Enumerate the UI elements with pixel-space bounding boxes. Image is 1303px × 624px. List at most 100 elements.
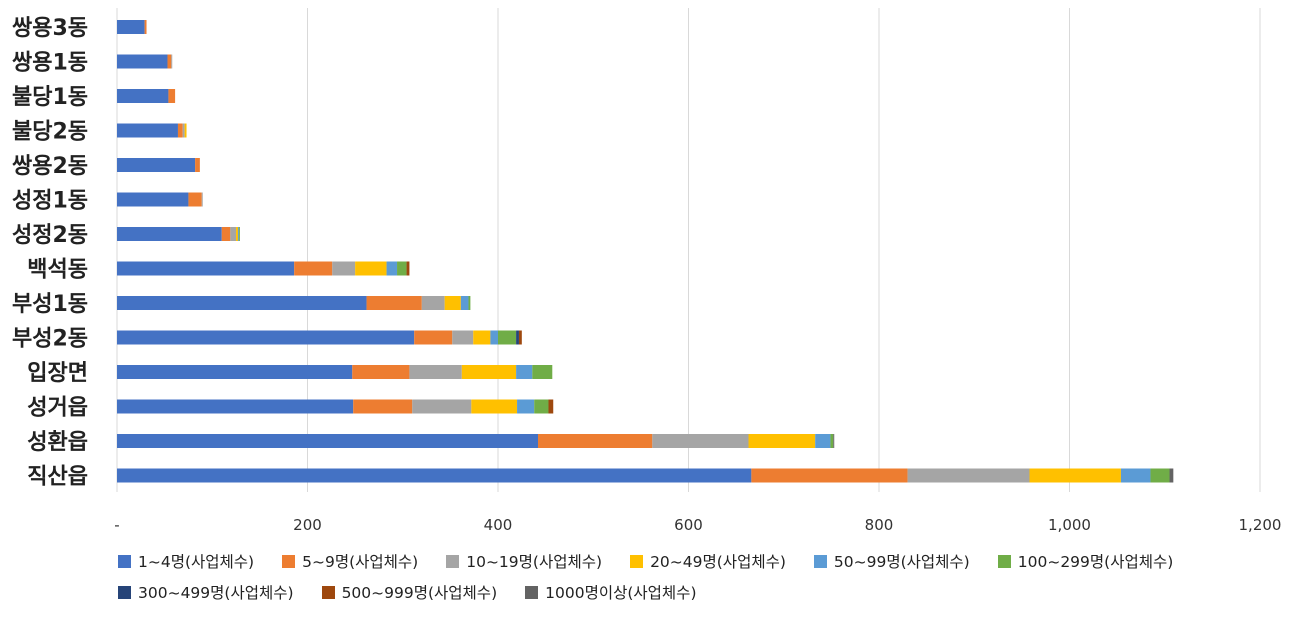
legend-swatch <box>997 554 1011 568</box>
category-label: 직산읍 <box>27 465 88 490</box>
legend-swatch <box>446 554 460 568</box>
bar-segment <box>353 399 413 414</box>
bar-segment <box>518 330 522 345</box>
category-label: 쌍용3동 <box>12 16 88 41</box>
bar-segment <box>421 296 445 310</box>
x-tick-label: 1,000 <box>1048 516 1091 534</box>
legend-label: 300~499명(사업체수) <box>138 584 294 602</box>
legend-item: 10~19명(사업체수) <box>446 550 602 572</box>
legend-item: 1000명이상(사업체수) <box>525 581 697 603</box>
bar-segment <box>167 54 172 69</box>
legend-item: 1~4명(사업체수) <box>118 550 254 572</box>
bar-segment <box>117 89 169 103</box>
bar-segment <box>833 434 835 448</box>
legend-label: 100~299명(사업체수) <box>1017 553 1174 571</box>
x-tick-label: 400 <box>484 516 513 534</box>
category-label: 백석동 <box>27 258 88 283</box>
bar-segment <box>498 330 517 345</box>
bar-segment <box>195 158 200 172</box>
legend-swatch <box>118 554 131 568</box>
bar-segment <box>366 296 422 310</box>
bar-segment <box>117 158 196 172</box>
bar-segment <box>1150 468 1170 483</box>
bar-segment <box>117 20 145 34</box>
bar-segment <box>117 296 367 310</box>
bar-segment <box>516 330 519 345</box>
bar-segment <box>473 330 491 345</box>
category-label: 불당1동 <box>12 85 88 110</box>
bar-segment <box>117 54 168 69</box>
x-tick-label: 800 <box>865 516 894 534</box>
bar-segment <box>294 261 333 276</box>
bar-segment <box>538 434 653 448</box>
bar-segment <box>468 296 471 310</box>
legend-swatch <box>118 585 131 599</box>
category-label: 부성2동 <box>12 327 88 352</box>
legend-swatch <box>813 554 827 568</box>
category-labels: 쌍용3동쌍용1동불당1동불당2동쌍용2동성정1동성정2동백석동부성1동부성2동입… <box>12 16 88 490</box>
bar-segment <box>117 227 222 241</box>
bar-segment <box>201 192 203 207</box>
bar-segment <box>534 399 549 414</box>
legend: 1~4명(사업체수) 5~9명(사업체수) 10~19명(사업체수) 20~49명(사… <box>118 550 1288 603</box>
bar-segment <box>1169 468 1174 483</box>
bar-segment <box>168 89 176 103</box>
bar-segment <box>117 330 415 345</box>
bar-segment <box>748 434 816 448</box>
legend-label: 1~4명(사업체수) <box>138 553 255 571</box>
bar-segment <box>652 434 749 448</box>
legend-label: 1000명이상(사업체수) <box>545 584 697 602</box>
bar-segment <box>1120 468 1151 483</box>
bar-segment <box>444 296 461 310</box>
bar-segment <box>177 123 183 138</box>
x-tick-labels: - 200 400 600 800 1,000 1,200 <box>114 516 1281 534</box>
category-label: 성정1동 <box>12 189 88 214</box>
bar-segment <box>830 434 834 448</box>
legend-label: 10~19명(사업체수) <box>466 553 603 571</box>
bar-segment <box>221 227 231 241</box>
bar-segment <box>332 261 356 276</box>
legend-swatch <box>321 585 335 599</box>
legend-swatch <box>630 554 644 568</box>
bar-segment <box>182 123 185 138</box>
x-tick-label: 200 <box>293 516 322 534</box>
bar-segment <box>452 330 474 345</box>
bar-segment <box>171 54 173 69</box>
bar-segment <box>751 468 908 483</box>
bar-segment <box>386 261 398 276</box>
bar-segment <box>117 123 178 138</box>
legend-label: 500~999명(사업체수) <box>341 584 498 602</box>
category-label: 성거읍 <box>27 396 88 421</box>
legend-label: 50~99명(사업체수) <box>833 553 970 571</box>
legend-item: 5~9명(사업체수) <box>282 550 418 572</box>
bar-segment <box>548 399 554 414</box>
bar-segment <box>490 330 498 345</box>
bar-segment <box>471 399 518 414</box>
legend-item: 100~299명(사업체수) <box>997 550 1174 572</box>
bar-segment <box>815 434 831 448</box>
bar-segment <box>352 365 410 379</box>
bar-segment <box>230 227 237 241</box>
bars <box>117 20 1174 483</box>
category-label: 부성1동 <box>12 292 88 317</box>
bar-segment <box>397 261 407 276</box>
legend-swatch <box>282 554 296 568</box>
bar-segment <box>236 227 238 241</box>
bar-segment <box>461 365 517 379</box>
bar-segment <box>117 399 354 414</box>
category-label: 쌍용2동 <box>12 154 88 179</box>
bar-segment <box>237 227 239 241</box>
bar-segment <box>907 468 1030 483</box>
legend-item: 300~499명(사업체수) <box>118 581 294 603</box>
bar-segment <box>117 468 752 483</box>
legend-item: 500~999명(사업체수) <box>321 581 498 603</box>
category-label: 불당2동 <box>12 120 88 145</box>
bar-segment <box>117 261 295 276</box>
bar-segment <box>517 399 535 414</box>
bar-segment <box>406 261 410 276</box>
category-label: 성정2동 <box>12 223 88 248</box>
bar-segment <box>188 192 202 207</box>
bar-segment <box>414 330 453 345</box>
category-label: 쌍용1동 <box>12 51 88 76</box>
bar-segment <box>532 365 553 379</box>
